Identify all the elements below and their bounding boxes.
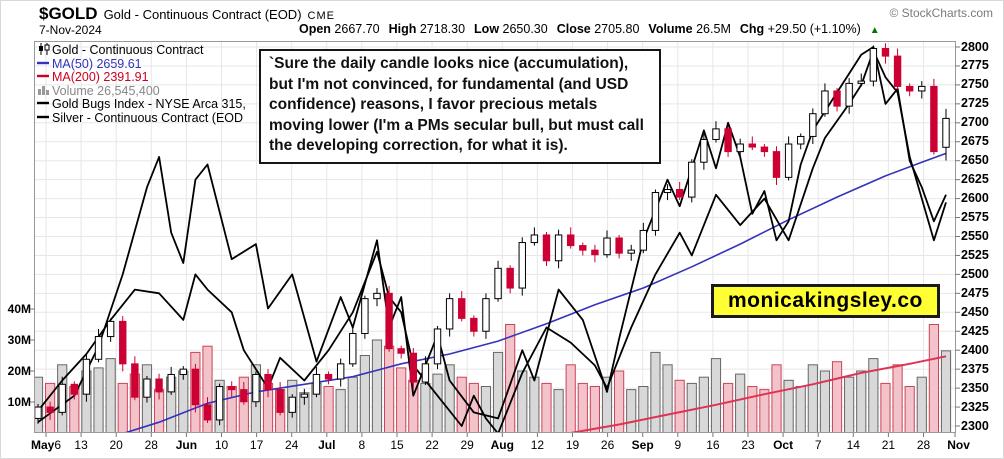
- date-tick-label: 22: [425, 438, 439, 452]
- price-tick-label: 2650: [961, 153, 989, 168]
- legend-row: Gold - Continuous Contract: [37, 43, 246, 59]
- price-tick-label: 2450: [961, 304, 989, 319]
- date-tick-label: 21: [881, 438, 896, 452]
- date-tick-label: 17: [249, 438, 264, 452]
- quote-item-chg: Chg +29.50 (+1.10%): [739, 22, 861, 36]
- legend-label: Gold Bugs Index - NYSE Arca 315,: [52, 97, 246, 111]
- legend-label: MA(200) 2391.91: [52, 70, 149, 84]
- price-chart-svg: [30, 41, 960, 437]
- line-swatch-icon: [37, 111, 52, 127]
- annotation-box: `Sure the daily candle looks nice (accum…: [259, 49, 661, 164]
- stockcharts-copyright: © StockCharts.com: [889, 6, 993, 20]
- volume-tick-label: 40M: [7, 302, 31, 316]
- annotation-text: `Sure the daily candle looks nice (accum…: [269, 55, 644, 154]
- volume-bars-icon: [37, 84, 52, 99]
- date-tick-label: 7: [814, 438, 822, 452]
- date-tick-label: 12: [530, 438, 545, 452]
- date-tick-label: 15: [390, 438, 404, 452]
- volume-tick-label: 10M: [7, 395, 31, 409]
- legend-row: Gold Bugs Index - NYSE Arca 315,: [37, 97, 246, 113]
- volume-tick-label: 20M: [7, 364, 31, 378]
- date-tick-label: May6: [30, 438, 62, 452]
- date-tick-label: 19: [565, 438, 580, 452]
- price-tick-label: 2675: [961, 134, 989, 149]
- price-tick-label: 2525: [961, 247, 989, 262]
- price-tick-label: 2800: [961, 39, 989, 54]
- date-tick-label: Jul: [318, 438, 336, 452]
- ohlc-quote-row: Open 2667.70 High 2718.30 Low 2650.30 Close…: [299, 22, 880, 36]
- date-tick-label: 14: [846, 438, 860, 452]
- price-tick-label: 2775: [961, 58, 989, 73]
- price-tick-label: 2475: [961, 285, 989, 300]
- watermark-badge: monicakingsley.co: [711, 284, 940, 318]
- date-tick-label: 10: [214, 438, 229, 452]
- price-tick-label: 2300: [961, 418, 989, 433]
- price-tick-label: 2375: [961, 361, 989, 376]
- line-swatch-icon: [37, 70, 52, 86]
- price-tick-label: 2350: [961, 380, 989, 395]
- price-tick-label: 2500: [961, 266, 989, 281]
- date-tick-label: 13: [74, 438, 88, 452]
- exchange-label: CME: [307, 10, 335, 22]
- quote-item-low: Low 2650.30: [474, 22, 548, 36]
- date-tick-label: 23: [741, 438, 755, 452]
- price-tick-label: 2325: [961, 399, 989, 414]
- date-tick-label: Oct: [773, 438, 794, 452]
- price-tick-label: 2725: [961, 96, 989, 111]
- legend-row: Volume 26,545,400: [37, 83, 246, 99]
- chart-legend: Gold - Continuous Contract MA(50) 2659.61…: [37, 43, 246, 127]
- date-axis: May6 13 20 28 Jun 10 17 24 Jul 8 15 22 29 Aug 12 19 26 Se…: [31, 438, 994, 454]
- date-tick-label: 16: [706, 438, 720, 452]
- date-tick-label: 28: [916, 438, 931, 452]
- date-tick-label: Sep: [631, 438, 654, 452]
- date-tick-label: 9: [674, 438, 682, 452]
- legend-row: MA(200) 2391.91: [37, 70, 246, 86]
- legend-label: Gold - Continuous Contract: [52, 43, 204, 57]
- date-tick-label: 20: [109, 438, 123, 452]
- legend-row: Silver - Continuous Contract (EOD: [37, 110, 246, 127]
- candlestick-icon: [37, 43, 52, 59]
- price-tick-label: 2400: [961, 342, 989, 357]
- date-tick-label: 24: [285, 438, 299, 452]
- price-tick-label: 2750: [961, 77, 989, 92]
- legend-row: MA(50) 2659.61: [37, 56, 246, 73]
- date-tick-label: Nov: [947, 438, 970, 452]
- line-swatch-icon: [37, 57, 52, 73]
- price-tick-label: 2575: [961, 210, 989, 225]
- price-axis: 2800 2775 2750 2725 2700 2675 2650 2625 2600 2575…: [961, 39, 1003, 433]
- quote-item-high: High 2718.30: [388, 22, 466, 36]
- date-tick-label: 29: [460, 438, 474, 452]
- instrument-name: Gold - Continuous Contract (EOD): [103, 7, 302, 22]
- date-tick-label: Aug: [490, 438, 514, 452]
- legend-label: Silver - Continuous Contract (EOD: [52, 110, 244, 125]
- legend-label: Volume 26,545,400: [52, 83, 160, 98]
- watermark-text: monicakingsley.co: [728, 289, 923, 312]
- legend-label: MA(50) 2659.61: [52, 56, 142, 71]
- date-tick-label: 28: [144, 438, 158, 452]
- volume-tick-label: 30M: [7, 333, 31, 347]
- quote-item-volume: Volume 26.5M: [648, 22, 731, 36]
- quote-date: 7-Nov-2024: [39, 23, 102, 37]
- price-tick-label: 2600: [961, 191, 989, 206]
- change-up-arrow-icon: ▲: [869, 25, 880, 36]
- price-tick-label: 2425: [961, 323, 989, 338]
- quote-item-close: Close 2705.80: [556, 22, 640, 36]
- ticker-symbol: $GOLD: [39, 4, 98, 23]
- date-tick-label: 8: [358, 438, 366, 452]
- date-tick-label: Jun: [175, 438, 198, 452]
- quote-item-open: Open 2667.70: [299, 22, 380, 36]
- price-tick-label: 2625: [961, 172, 989, 187]
- price-tick-label: 2700: [961, 115, 989, 130]
- volume-axis: 40M 30M 20M 10M: [3, 41, 31, 433]
- chart-header: $GOLD Gold - Continuous Contract (EOD) CME: [39, 4, 335, 24]
- date-tick-label: 26: [600, 438, 615, 452]
- chart-plot-area: [30, 41, 960, 437]
- price-tick-label: 2550: [961, 229, 989, 243]
- line-swatch-icon: [37, 97, 52, 113]
